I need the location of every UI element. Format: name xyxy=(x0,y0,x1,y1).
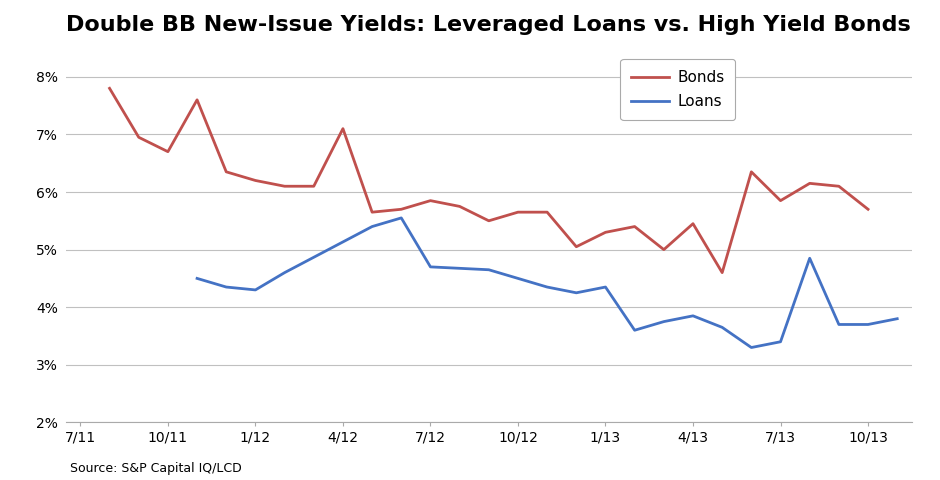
Loans xyxy=(250,287,261,293)
Bonds xyxy=(541,209,553,215)
Loans xyxy=(541,284,553,290)
Bonds xyxy=(250,178,261,183)
Loans xyxy=(833,322,844,327)
Bonds xyxy=(658,247,669,252)
Bonds xyxy=(192,97,203,103)
Bonds xyxy=(483,218,494,224)
Bonds xyxy=(629,224,640,229)
Loans xyxy=(512,276,524,281)
Line: Bonds: Bonds xyxy=(110,88,868,273)
Loans xyxy=(367,224,378,229)
Bonds xyxy=(745,169,757,175)
Loans xyxy=(571,290,582,296)
Bonds xyxy=(104,85,116,91)
Loans xyxy=(396,215,407,221)
Text: Source: S&P Capital IQ/LCD: Source: S&P Capital IQ/LCD xyxy=(70,462,243,475)
Loans xyxy=(775,339,786,345)
Loans xyxy=(658,319,669,324)
Bonds xyxy=(133,134,145,140)
Bonds xyxy=(279,183,290,189)
Bonds xyxy=(512,209,524,215)
Bonds xyxy=(687,221,698,227)
Loans xyxy=(279,270,290,276)
Bonds xyxy=(163,149,174,155)
Bonds xyxy=(425,198,436,204)
Loans xyxy=(425,264,436,270)
Bonds xyxy=(337,126,349,132)
Bonds xyxy=(367,209,378,215)
Bonds xyxy=(600,229,611,235)
Bonds xyxy=(833,183,844,189)
Bonds xyxy=(221,169,232,175)
Loans xyxy=(862,322,873,327)
Bonds xyxy=(716,270,728,276)
Loans xyxy=(221,284,232,290)
Bonds xyxy=(775,198,786,204)
Legend: Bonds, Loans: Bonds, Loans xyxy=(620,60,735,120)
Bonds xyxy=(454,204,465,209)
Bonds xyxy=(308,183,320,189)
Loans xyxy=(192,276,203,281)
Loans xyxy=(600,284,611,290)
Line: Loans: Loans xyxy=(197,218,897,348)
Loans xyxy=(891,316,902,322)
Bonds xyxy=(804,180,815,186)
Loans xyxy=(687,313,698,319)
Loans xyxy=(716,324,728,330)
Loans xyxy=(483,267,494,273)
Bonds xyxy=(396,206,407,212)
Loans xyxy=(804,255,815,261)
Title: Double BB New-Issue Yields: Leveraged Loans vs. High Yield Bonds: Double BB New-Issue Yields: Leveraged Lo… xyxy=(67,15,911,36)
Bonds xyxy=(571,244,582,250)
Loans xyxy=(629,327,640,333)
Loans xyxy=(745,345,757,350)
Bonds xyxy=(862,206,873,212)
